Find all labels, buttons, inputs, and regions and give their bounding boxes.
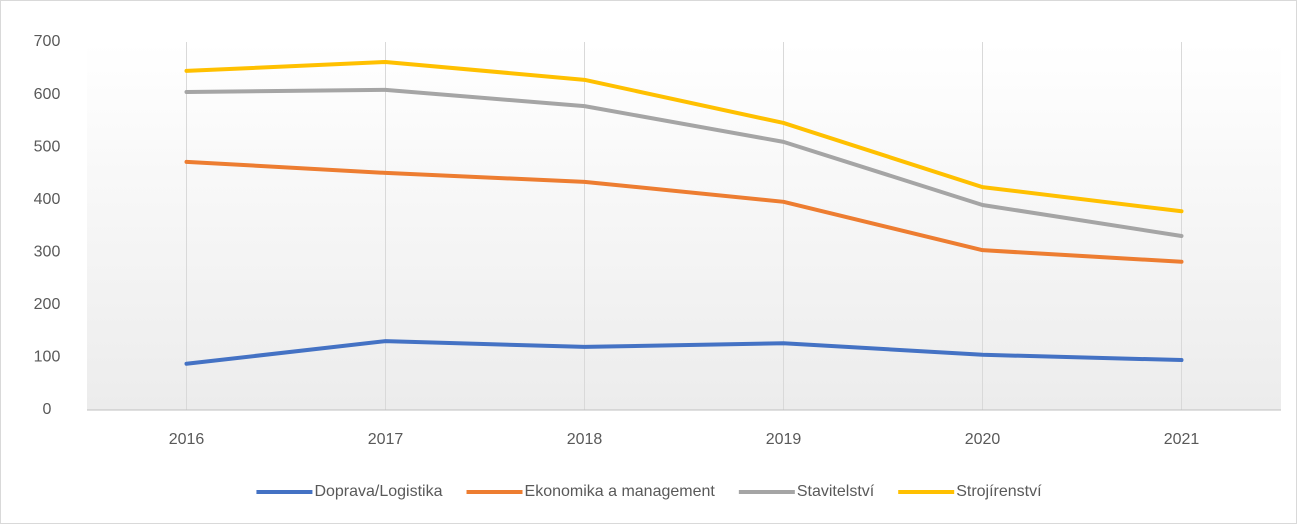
x-tick-label: 2019 bbox=[766, 431, 802, 448]
series-line bbox=[184, 159, 1184, 264]
y-tick-label: 600 bbox=[34, 86, 61, 103]
y-tick-label: 400 bbox=[34, 191, 61, 208]
y-tick-label: 200 bbox=[34, 296, 61, 313]
legend-label: Stavitelství bbox=[797, 483, 875, 500]
series-line bbox=[184, 87, 1184, 238]
legend-label: Doprava/Logistika bbox=[314, 483, 442, 500]
y-tick-label: 500 bbox=[34, 138, 61, 155]
y-tick-label: 300 bbox=[34, 244, 61, 261]
legend-label: Ekonomika a management bbox=[525, 483, 716, 500]
legend-label: Strojírenství bbox=[956, 483, 1042, 500]
y-tick-label: 0 bbox=[43, 401, 52, 418]
series-line bbox=[184, 59, 1184, 214]
series-line bbox=[184, 339, 1184, 366]
x-tick-label: 2021 bbox=[1164, 431, 1200, 448]
y-tick-label: 100 bbox=[34, 349, 61, 366]
x-tick-label: 2016 bbox=[169, 431, 205, 448]
x-tick-label: 2017 bbox=[368, 431, 404, 448]
x-tick-label: 2018 bbox=[567, 431, 603, 448]
y-tick-label: 700 bbox=[34, 33, 61, 50]
x-tick-label: 2020 bbox=[965, 431, 1001, 448]
